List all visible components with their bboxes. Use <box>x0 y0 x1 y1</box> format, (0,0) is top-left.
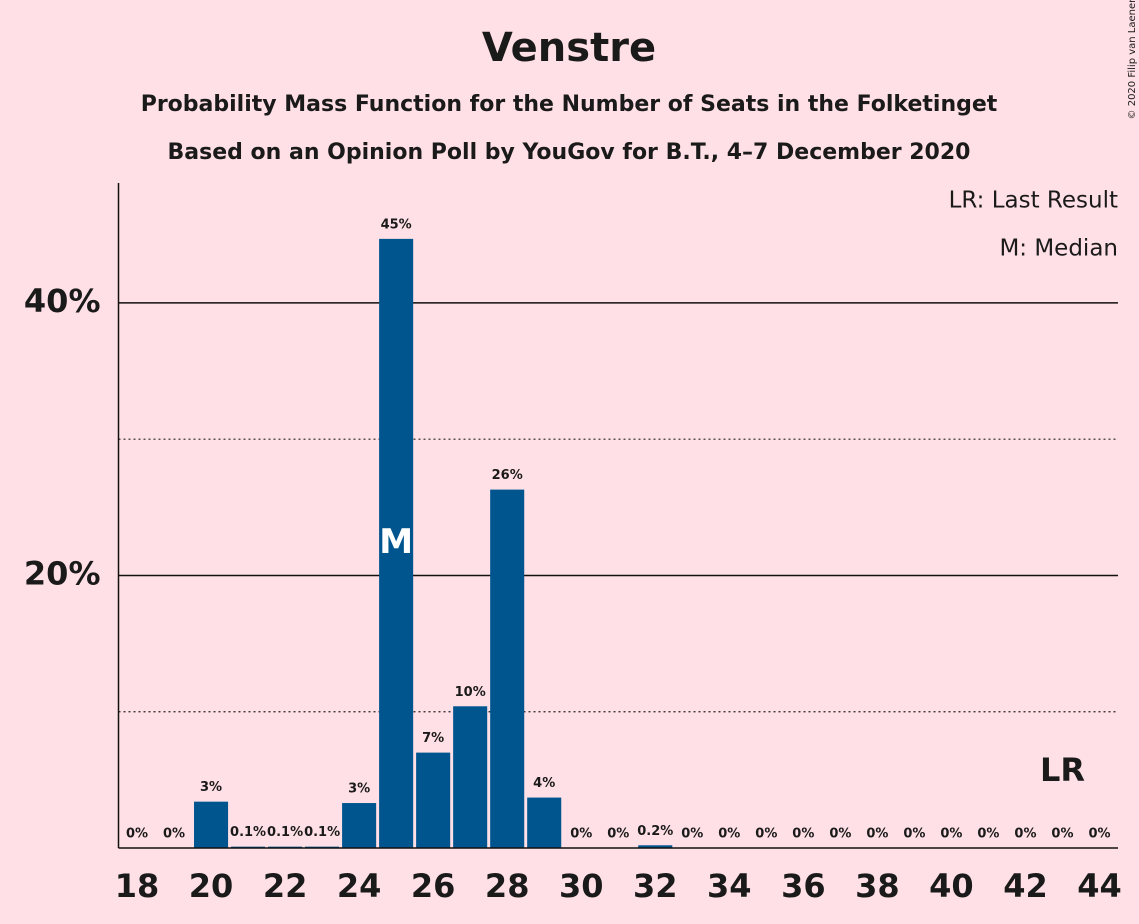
value-label: 0.2% <box>637 824 673 839</box>
value-label: 0% <box>829 827 851 842</box>
x-tick-label: 44 <box>1077 867 1122 905</box>
value-label: 0% <box>570 827 592 842</box>
legend-entry: LR: Last Result <box>949 188 1118 214</box>
x-tick-label: 32 <box>633 867 678 905</box>
bar <box>453 706 488 848</box>
chart-subtitle: Based on an Opinion Poll by YouGov for B… <box>168 140 971 165</box>
bar <box>416 752 451 848</box>
value-label: 0% <box>940 827 962 842</box>
value-label: 0% <box>718 827 740 842</box>
y-tick-label: 40% <box>24 282 101 320</box>
value-label: 0% <box>903 827 925 842</box>
value-label: 0.1% <box>267 825 303 840</box>
chart-title: Venstre <box>482 25 656 71</box>
value-label: 0% <box>866 827 888 842</box>
chart-subtitle: Probability Mass Function for the Number… <box>141 92 998 117</box>
x-tick-label: 42 <box>1003 867 1048 905</box>
x-tick-label: 26 <box>411 867 456 905</box>
bar <box>194 801 229 848</box>
copyright: © 2020 Filip van Laenen <box>1127 0 1138 119</box>
value-label: 0% <box>1014 827 1036 842</box>
x-tick-label: 30 <box>559 867 604 905</box>
bar <box>379 238 414 848</box>
value-label: 0.1% <box>230 825 266 840</box>
value-label: 0% <box>792 827 814 842</box>
value-label: 10% <box>455 685 486 700</box>
value-label: 0% <box>1051 827 1073 842</box>
x-tick-label: 36 <box>781 867 826 905</box>
value-label: 4% <box>533 776 555 791</box>
value-label: 0% <box>607 827 629 842</box>
bar <box>342 803 377 848</box>
x-tick-label: 24 <box>337 867 382 905</box>
value-label: 0% <box>1088 827 1110 842</box>
bar <box>638 845 673 848</box>
value-label: 7% <box>422 731 444 746</box>
y-tick-label: 20% <box>24 554 101 592</box>
value-label: 0.1% <box>304 825 340 840</box>
bar <box>490 489 525 848</box>
last-result-marker: LR <box>1040 751 1085 789</box>
x-tick-label: 40 <box>929 867 974 905</box>
value-label: 3% <box>348 782 370 797</box>
value-label: 0% <box>755 827 777 842</box>
x-tick-label: 38 <box>855 867 900 905</box>
bar <box>527 797 562 848</box>
legend-entry: M: Median <box>999 236 1118 262</box>
x-tick-label: 34 <box>707 867 752 905</box>
value-label: 0% <box>126 827 148 842</box>
median-marker: M <box>379 522 413 562</box>
value-label: 0% <box>977 827 999 842</box>
x-tick-label: 22 <box>263 867 308 905</box>
x-tick-label: 20 <box>189 867 234 905</box>
value-label: 0% <box>681 827 703 842</box>
value-label: 0% <box>163 827 185 842</box>
value-label: 3% <box>200 780 222 795</box>
value-label: 45% <box>381 217 412 232</box>
x-tick-label: 28 <box>485 867 530 905</box>
x-tick-label: 18 <box>115 867 160 905</box>
value-label: 26% <box>492 468 523 483</box>
